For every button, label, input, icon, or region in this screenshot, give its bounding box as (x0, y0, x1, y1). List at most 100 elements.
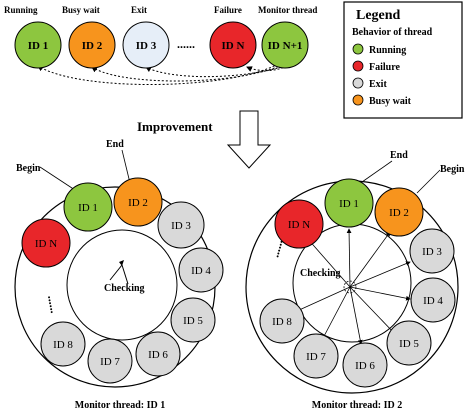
left-node-8-circle (40, 321, 86, 367)
left-node-4-label: ID 4 (191, 265, 211, 277)
left-node-7-label: ID 7 (100, 356, 120, 368)
right-end-leader (361, 160, 393, 183)
status-label-busy-wait: Busy wait (62, 5, 100, 15)
top-node-1-circle (14, 21, 62, 69)
legend-label-busy-wait: Busy wait (369, 96, 412, 107)
right-node-6-label: ID 6 (355, 360, 375, 372)
right-node-n-circle (274, 199, 324, 249)
left-node-2: ID 2 (113, 177, 163, 227)
right-node-1-label: ID 1 (339, 198, 359, 210)
right-node-7: ID 7 (293, 333, 339, 379)
down-arrow-icon (226, 110, 272, 169)
left-node-6: ID 6 (135, 331, 181, 377)
left-node-5-label: ID 5 (183, 315, 203, 327)
improvement-label: Improvement (137, 119, 213, 134)
left-ring-inner (66, 229, 178, 341)
right-ellipsis: ...... (267, 238, 285, 259)
right-end-label: End (390, 150, 408, 161)
right-node-7-label: ID 7 (306, 351, 326, 363)
right-node-n-label: ID N (288, 219, 310, 231)
right-node-1: ID 1 (324, 178, 374, 228)
legend-swatch-failure (352, 60, 364, 72)
left-node-2-label: ID 2 (128, 197, 148, 209)
top-monitor-arrows (37, 63, 288, 85)
legend-subtitle: Behavior of thread (352, 27, 433, 38)
left-node-6-circle (135, 331, 181, 377)
top-node-n1: ID N+1 (261, 21, 309, 69)
legend: Legend Behavior of thread Running Failur… (343, 1, 463, 119)
status-label-exit: Exit (131, 5, 147, 15)
legend-box (343, 1, 463, 119)
left-node-n-circle (21, 218, 71, 268)
right-checking-arrows (296, 228, 411, 345)
right-node-5-label: ID 5 (399, 338, 419, 350)
left-node-5-circle (170, 297, 216, 343)
left-ring: Checking Begin End ID 1 ID 2 ID 3 ID 4 I… (14, 139, 224, 411)
top-node-2-circle (68, 21, 116, 69)
right-node-3-circle (409, 228, 455, 274)
left-node-2-circle (113, 177, 163, 227)
left-node-7: ID 7 (87, 338, 133, 384)
left-node-n: ID N (21, 218, 71, 268)
legend-item-exit: Exit (352, 77, 387, 90)
right-node-2-label: ID 2 (389, 207, 409, 219)
top-node-1: ID 1 (14, 21, 62, 69)
right-checking-hub (343, 280, 357, 294)
right-caption: Monitor thread: ID 2 (312, 400, 402, 411)
left-node-1-label: ID 1 (78, 202, 98, 214)
right-node-3: ID 3 (409, 228, 455, 274)
top-ellipsis: ...... (177, 37, 195, 51)
right-node-2: ID 2 (374, 187, 424, 237)
right-checking-label: Checking (300, 268, 341, 279)
left-node-8-label: ID 8 (53, 339, 73, 351)
top-node-3-label: ID 3 (136, 40, 157, 52)
left-node-3-circle (157, 201, 205, 249)
left-begin-label: Begin (16, 163, 41, 174)
right-node-4-label: ID 4 (423, 295, 443, 307)
legend-item-failure: Failure (352, 60, 400, 73)
right-node-5: ID 5 (386, 320, 432, 366)
right-node-7-circle (293, 333, 339, 379)
left-caption: Monitor thread: ID 1 (75, 400, 165, 411)
improvement-arrow: Improvement (137, 110, 272, 169)
left-node-6-label: ID 6 (148, 349, 168, 361)
legend-label-failure: Failure (369, 62, 400, 73)
left-node-8: ID 8 (40, 321, 86, 367)
left-node-1-circle (63, 182, 113, 232)
right-node-n: ID N (274, 199, 324, 249)
left-end-label: End (106, 139, 124, 150)
left-node-5: ID 5 (170, 297, 216, 343)
left-node-4: ID 4 (178, 247, 224, 293)
left-node-n-label: ID N (35, 238, 57, 250)
legend-swatch-busy-wait (352, 94, 364, 106)
legend-item-busy-wait: Busy wait (352, 94, 412, 107)
top-node-3: ID 3 (122, 21, 170, 69)
right-node-3-label: ID 3 (422, 246, 442, 258)
right-node-8: ID 8 (259, 298, 305, 344)
legend-label-running: Running (369, 45, 406, 56)
left-ellipsis: ...... (45, 294, 62, 314)
top-node-n-circle (209, 21, 257, 69)
left-node-3: ID 3 (157, 201, 205, 249)
right-node-2-circle (374, 187, 424, 237)
top-node-3-circle (122, 21, 170, 69)
top-node-n-label: ID N (222, 40, 245, 52)
top-node-2: ID 2 (68, 21, 116, 69)
legend-item-running: Running (352, 43, 406, 56)
left-node-7-circle (87, 338, 133, 384)
top-node-n: ID N (209, 21, 257, 69)
top-node-n1-circle (261, 21, 309, 69)
top-node-n1-label: ID N+1 (268, 40, 303, 52)
right-node-4-circle (410, 277, 456, 323)
right-begin-label: Begin (440, 164, 465, 175)
right-node-5-circle (386, 320, 432, 366)
legend-swatch-exit (352, 77, 364, 89)
right-node-8-circle (259, 298, 305, 344)
status-label-monitor-thread: Monitor thread (258, 5, 317, 15)
right-begin-leader (416, 169, 441, 194)
left-begin-leader (39, 166, 79, 193)
left-checking-head (119, 260, 124, 266)
left-end-leader (121, 149, 131, 184)
left-node-1: ID 1 (63, 182, 113, 232)
